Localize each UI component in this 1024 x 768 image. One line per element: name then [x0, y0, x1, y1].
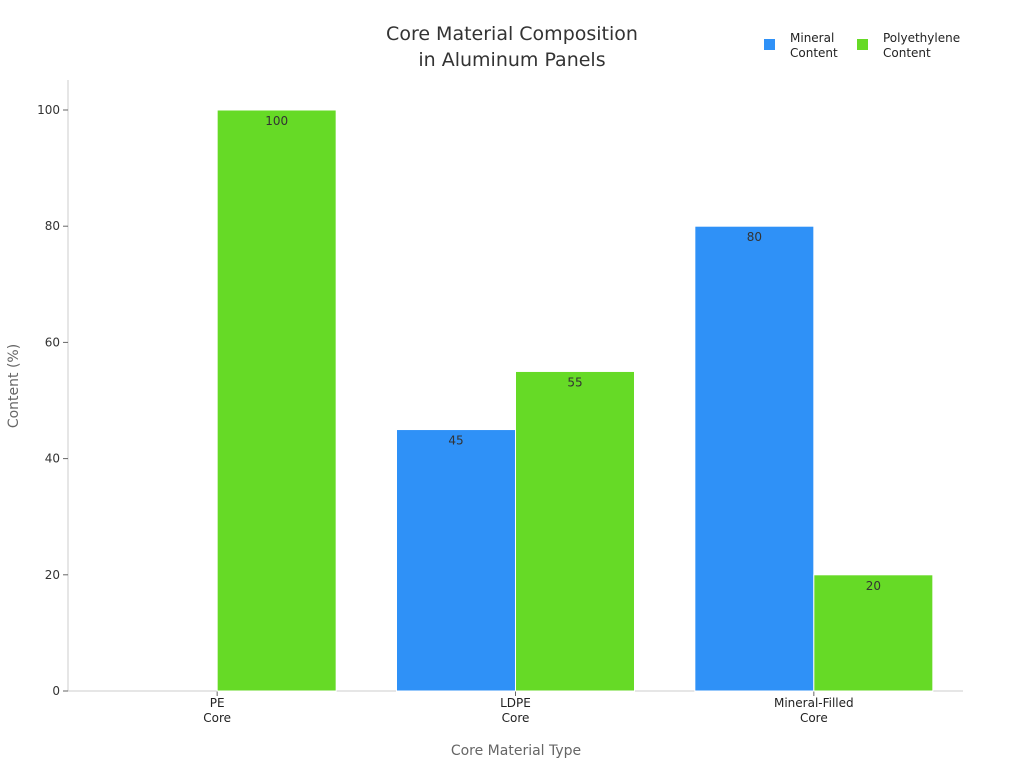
- y-tick-label: 60: [45, 335, 60, 349]
- y-tick-label: 20: [45, 568, 60, 582]
- y-tick-label: 100: [37, 103, 60, 117]
- chart-title: in Aluminum Panels: [418, 49, 605, 71]
- legend-label: Mineral: [790, 31, 834, 45]
- x-axis-label: Core Material Type: [451, 743, 581, 759]
- x-tick-label: LDPE: [500, 696, 531, 710]
- y-tick-label: 0: [52, 684, 60, 698]
- bar-1: [216, 109, 337, 692]
- legend-label: Content: [883, 46, 931, 60]
- data-label: 100: [265, 114, 288, 128]
- bar-1: [813, 574, 934, 692]
- x-tick-label: Core: [800, 711, 828, 725]
- data-label: 80: [747, 230, 762, 244]
- x-tick-label: PE: [210, 696, 225, 710]
- y-tick-label: 80: [45, 219, 60, 233]
- legend-label: Content: [790, 46, 838, 60]
- x-tick-label: Core: [502, 711, 530, 725]
- data-label: 55: [567, 375, 582, 389]
- x-tick-label: Core: [203, 711, 231, 725]
- data-label: 20: [866, 579, 881, 593]
- bar-1: [515, 370, 635, 692]
- legend-label: Polyethylene: [883, 31, 960, 45]
- y-axis-label: Content (%): [6, 344, 22, 428]
- bar-0: [694, 225, 815, 692]
- x-tick-label: Mineral-Filled: [774, 696, 854, 710]
- legend-swatch: [857, 39, 868, 50]
- legend-swatch: [764, 39, 775, 50]
- y-tick-label: 40: [45, 452, 60, 466]
- data-label: 45: [448, 434, 463, 448]
- bar-0: [396, 429, 516, 692]
- chart-title: Core Material Composition: [386, 23, 638, 45]
